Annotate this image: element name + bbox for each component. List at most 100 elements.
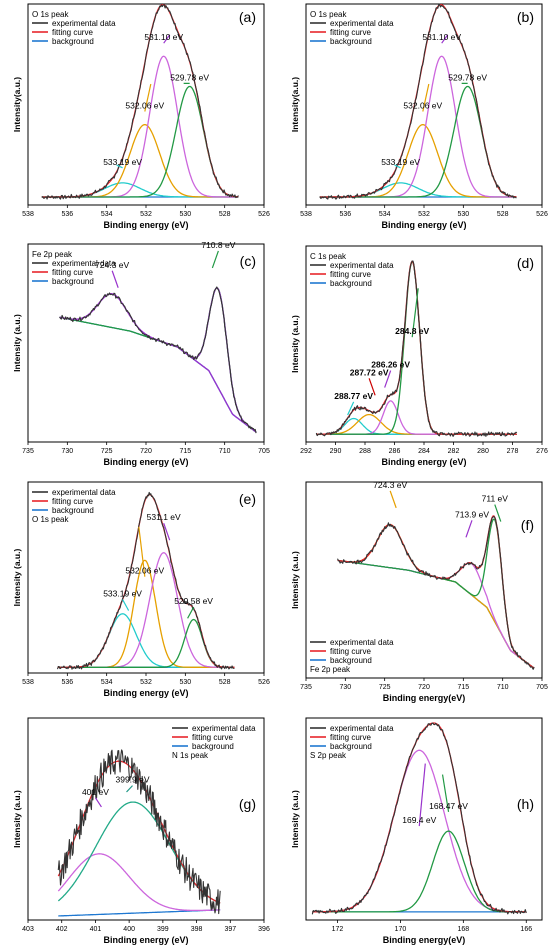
panel-d-x-tick-label: 292: [300, 448, 312, 455]
panel-e-peak-annotation: 533.19 eV: [103, 589, 142, 599]
panel-f-x-tick-label: 730: [339, 684, 351, 691]
panel-a-legend-title: O 1s peak: [32, 10, 69, 19]
panel-h-annotation-arrow: [418, 763, 426, 827]
panel-e-peak-component-0: [57, 613, 235, 668]
panel-g-x-tick-label: 396: [258, 926, 270, 933]
panel-b-x-tick-label: 528: [497, 211, 509, 218]
panel-e-legend-item: background: [52, 506, 94, 515]
panel-d-x-tick-label: 284: [418, 448, 430, 455]
panel-h-x-tick-label: 168: [457, 926, 469, 933]
panel-d-annotation-arrow: [368, 378, 376, 396]
panel-f-peak-annotation: 724.3 eV: [373, 480, 407, 490]
panel-b-x-tick-label: 536: [339, 211, 351, 218]
panel-f-annotation-arrow: [389, 490, 397, 509]
panel-c-peak-annotation: 724.3 eV: [95, 260, 129, 270]
panel-d-x-axis-label: Binding energy (eV): [381, 457, 466, 467]
panel-b-panel-label: (b): [517, 9, 534, 25]
panel-b-x-tick-label: 530: [457, 211, 469, 218]
panel-g-x-tick-label: 397: [224, 926, 236, 933]
panel-g-legend-item: experimental data: [192, 724, 256, 733]
panel-b-experimental-data: [319, 3, 517, 200]
panel-e-peak-component-1: [57, 559, 235, 668]
panel-g-x-tick-label: 403: [22, 926, 34, 933]
panel-a-peak-annotation: 529.78 eV: [170, 72, 209, 82]
panel-c-peak-annotation: 710.8 eV: [201, 240, 235, 250]
panel-a-x-tick-label: 528: [219, 211, 231, 218]
panel-g-peak-annotation: 401 eV: [82, 787, 109, 797]
panel-f-x-tick-label: 735: [300, 684, 312, 691]
panel-d-x-tick-label: 290: [330, 448, 342, 455]
panel-f-experimental-data: [336, 515, 535, 670]
panel-h-peak-component-1: [312, 830, 527, 913]
panel-a-annotation-arrow: [116, 164, 123, 169]
panel-e-x-tick-label: 538: [22, 679, 34, 686]
panel-g-legend-title: N 1s peak: [172, 751, 209, 760]
panel-e-peak-annotation: 529.58 eV: [174, 596, 213, 606]
panel-a-x-tick-label: 538: [22, 211, 34, 218]
panel-a-x-tick-label: 536: [61, 211, 73, 218]
panel-e-legend-item: experimental data: [52, 488, 116, 497]
panel-b-peak-annotation: 529.78 eV: [448, 72, 487, 82]
panel-g-x-tick-label: 400: [123, 926, 135, 933]
panel-f-legend-item: fitting curve: [330, 647, 371, 656]
panel-f-legend-title: Fe 2p peak: [310, 665, 351, 674]
panel-e-x-tick-label: 532: [140, 679, 152, 686]
panel-e-panel-label: (e): [239, 491, 256, 507]
panel-h-peak-annotation: 169.4 eV: [402, 815, 436, 825]
panel-d-x-tick-label: 278: [507, 448, 519, 455]
panel-c-x-tick-label: 730: [61, 448, 73, 455]
panel-c-x-tick-label: 735: [22, 448, 34, 455]
panel-d-legend-title: C 1s peak: [310, 252, 347, 261]
panel-g-x-tick-label: 398: [191, 926, 203, 933]
panel-g-x-axis-label: Binding energy (eV): [103, 935, 188, 945]
panel-b-annotation-arrow: [394, 164, 401, 169]
panel-f-annotation-arrow: [494, 504, 502, 522]
panel-f-x-tick-label: 705: [536, 684, 548, 691]
panel-b-legend-item: background: [330, 37, 372, 46]
panel-a-legend-item: experimental data: [52, 19, 116, 28]
panel-b-peak-annotation: 532.06 eV: [403, 101, 442, 111]
panel-a-panel-label: (a): [239, 9, 256, 25]
panel-c-y-axis-label: Intensity (a.u.): [12, 314, 22, 372]
panel-c-x-tick-label: 710: [219, 448, 231, 455]
panel-d-peak-component-2: [316, 400, 517, 435]
panel-d-x-tick-label: 286: [389, 448, 401, 455]
panel-d-legend-item: experimental data: [330, 261, 394, 270]
panel-a-experimental-data: [41, 4, 239, 200]
panel-b-x-tick-label: 526: [536, 211, 548, 218]
panel-h-panel-label: (h): [517, 796, 534, 812]
panel-a-peak-annotation: 533.19 eV: [103, 157, 142, 167]
panel-g-experimental-data: [57, 749, 221, 915]
panel-c-x-axis-label: Binding energy (eV): [103, 457, 188, 467]
panel-c-peak-component-1: [59, 287, 257, 433]
panel-f-x-tick-label: 725: [379, 684, 391, 691]
panel-a-peak-annotation: 531.10 eV: [144, 32, 183, 42]
panel-f-panel-label: (f): [521, 517, 534, 533]
panel-d-x-tick-label: 276: [536, 448, 548, 455]
panel-d-annotation-arrow: [347, 401, 355, 416]
panel-g-panel-label: (g): [239, 796, 256, 812]
panel-c-x-tick-label: 705: [258, 448, 270, 455]
panel-d-annotation-arrow: [384, 370, 392, 388]
panel-b-peak-annotation: 533.19 eV: [381, 157, 420, 167]
panel-e-x-tick-label: 528: [219, 679, 231, 686]
panel-d-peak-annotation: 284.8 eV: [395, 326, 429, 336]
panel-h-x-tick-label: 172: [332, 926, 344, 933]
panel-d-x-tick-label: 288: [359, 448, 371, 455]
panel-b-x-tick-label: 534: [379, 211, 391, 218]
panel-f-peak-annotation: 713.9 eV: [455, 509, 489, 519]
panel-f-x-tick-label: 720: [418, 684, 430, 691]
panel-d-experimental-data: [315, 260, 518, 437]
panel-f-x-axis-label: Binding energy(eV): [383, 693, 466, 703]
panel-b-peak-annotation: 531.10 eV: [422, 32, 461, 42]
panel-c-x-tick-label: 720: [140, 448, 152, 455]
panel-e-x-tick-label: 534: [101, 679, 113, 686]
panel-c-legend-item: background: [52, 277, 94, 286]
panel-h-peak-component-0: [312, 749, 527, 913]
xps-chart-h: 172 170 168 166 Binding energy(eV) Intensity …: [290, 717, 543, 945]
panel-c-annotation-arrow: [211, 250, 219, 269]
panel-c-legend-item: fitting curve: [52, 268, 93, 277]
panel-d-peak-annotation: 287.72 eV: [350, 367, 389, 377]
panel-b-y-axis-label: Intensity(a.u.): [290, 77, 300, 132]
panel-a-x-tick-label: 534: [101, 211, 113, 218]
